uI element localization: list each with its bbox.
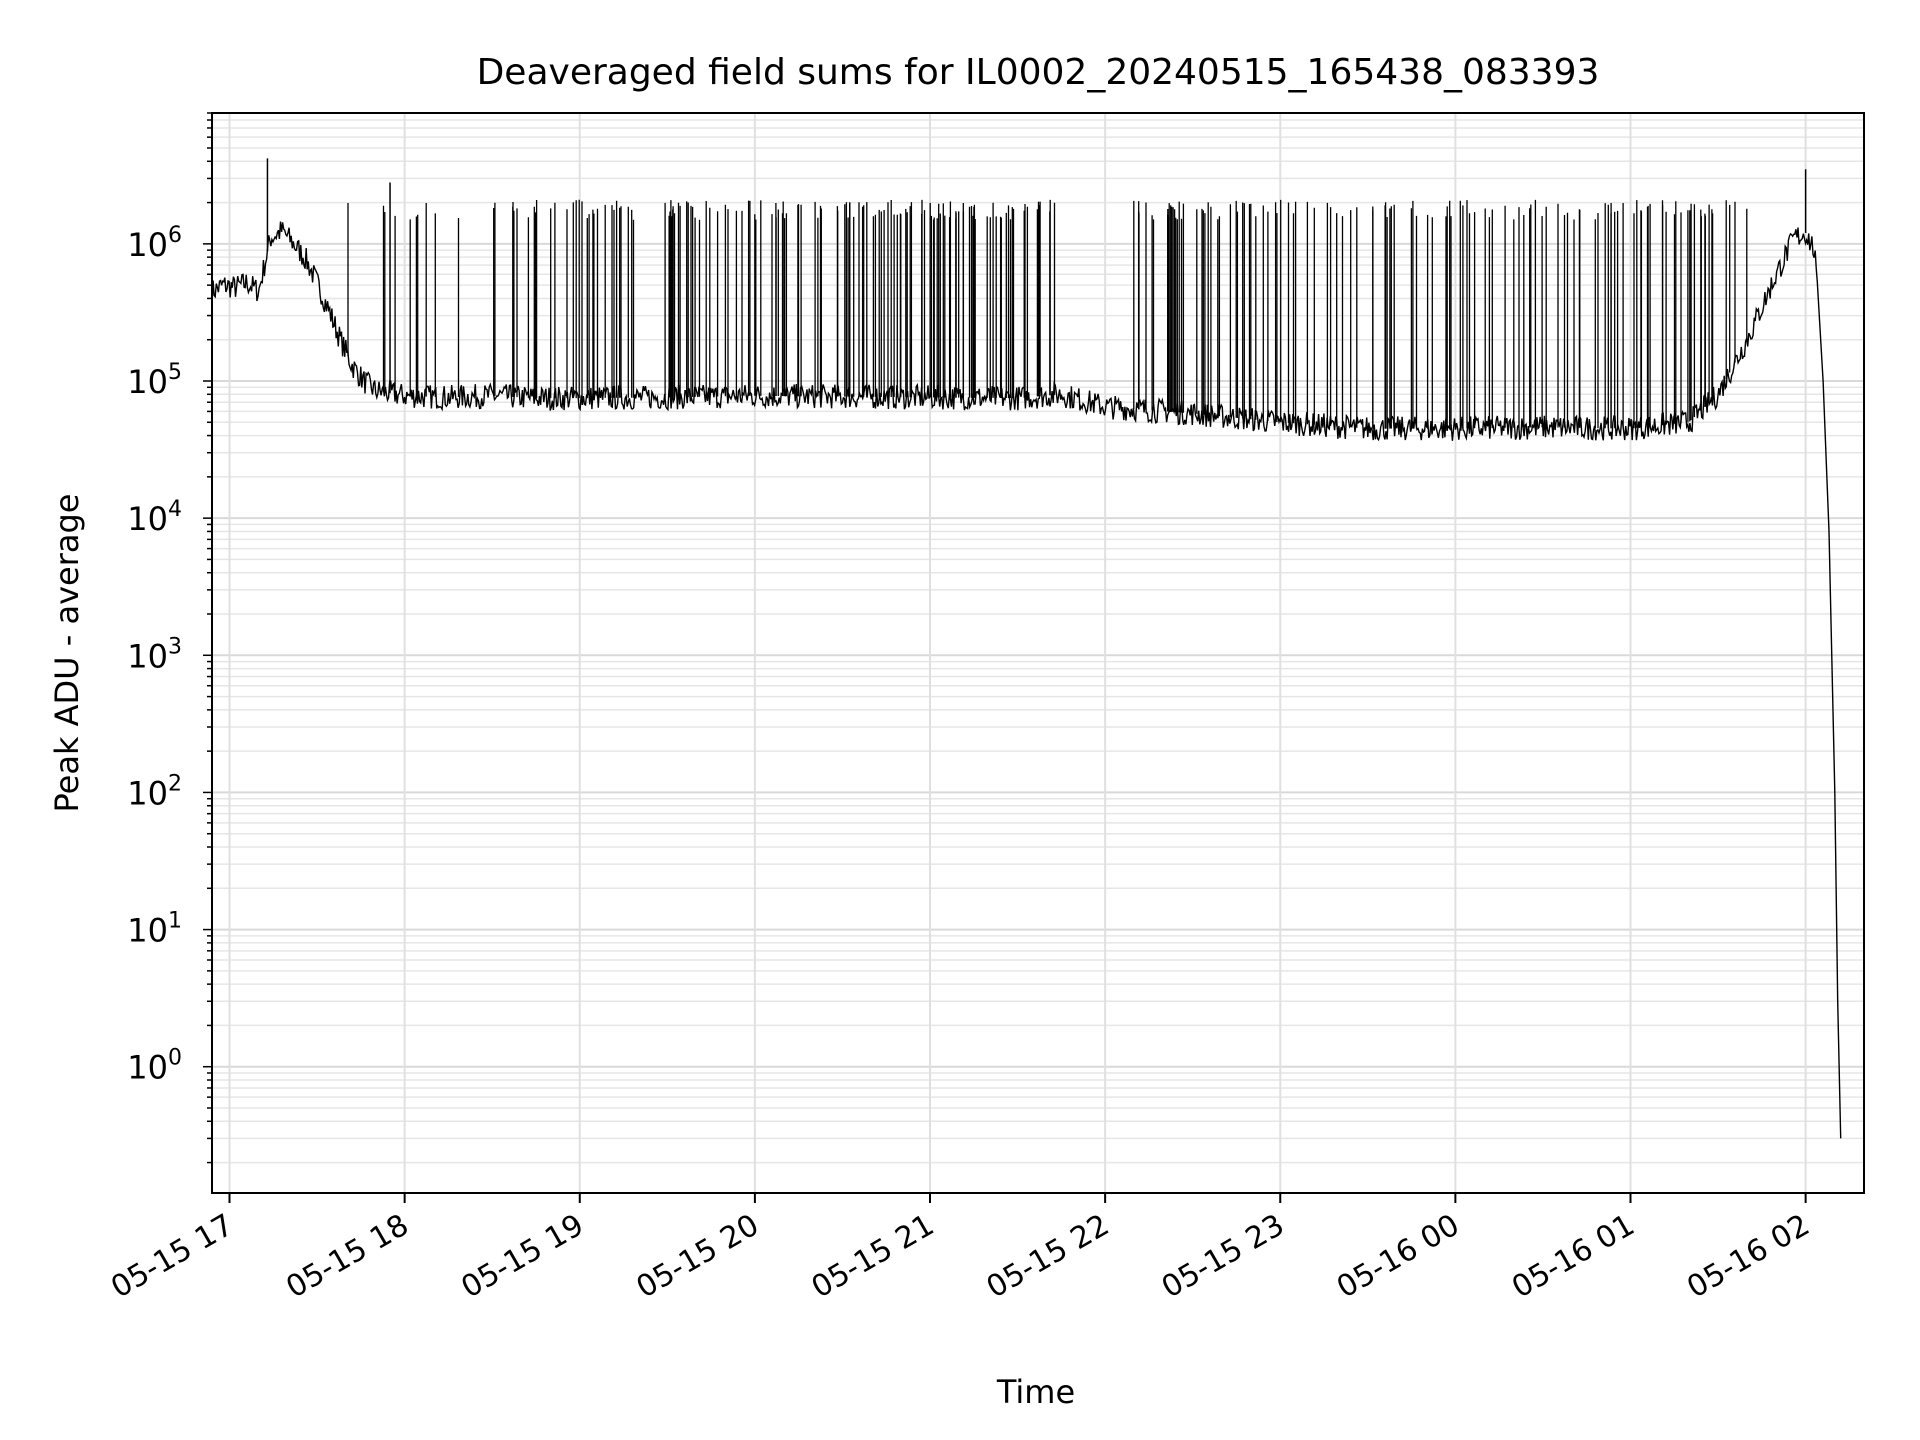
y-tick-label: 101 — [127, 909, 182, 950]
y-tick-label: 105 — [127, 360, 182, 401]
plot-frame — [211, 112, 1865, 1194]
grid — [212, 112, 1864, 1193]
y-tick-label: 104 — [127, 497, 182, 538]
x-tick-label: 05-16 02 — [1681, 1208, 1815, 1306]
series-layer — [211, 158, 1842, 1139]
x-tick-label: 05-16 01 — [1506, 1208, 1640, 1306]
chart-title: Deaveraged field sums for IL0002_2024051… — [477, 52, 1600, 93]
series-line — [211, 221, 1842, 1139]
x-tick-label: 05-15 20 — [631, 1208, 765, 1306]
x-tick-label: 05-16 00 — [1331, 1208, 1465, 1306]
x-tick-label: 05-15 23 — [1156, 1208, 1290, 1306]
y-axis: 100 101 102 103 104 105 106 — [127, 112, 212, 1164]
x-tick-label: 05-15 22 — [981, 1208, 1115, 1306]
x-tick-label: 05-15 21 — [806, 1208, 940, 1306]
y-tick-label: 100 — [127, 1046, 182, 1087]
spike-band — [347, 199, 1748, 429]
x-tick-label: 05-15 17 — [105, 1208, 239, 1306]
y-tick-label: 103 — [127, 634, 182, 675]
y-tick-label: 106 — [127, 223, 182, 264]
y-axis-label: Peak ADU - average — [48, 494, 86, 813]
x-axis: 05-15 17 05-15 18 05-15 19 05-15 20 05-15 21… — [105, 1193, 1816, 1306]
x-axis-label: Time — [996, 1373, 1075, 1411]
x-tick-label: 05-15 18 — [280, 1208, 414, 1306]
y-tick-label: 102 — [127, 771, 182, 812]
x-tick-label: 05-15 19 — [455, 1208, 589, 1306]
